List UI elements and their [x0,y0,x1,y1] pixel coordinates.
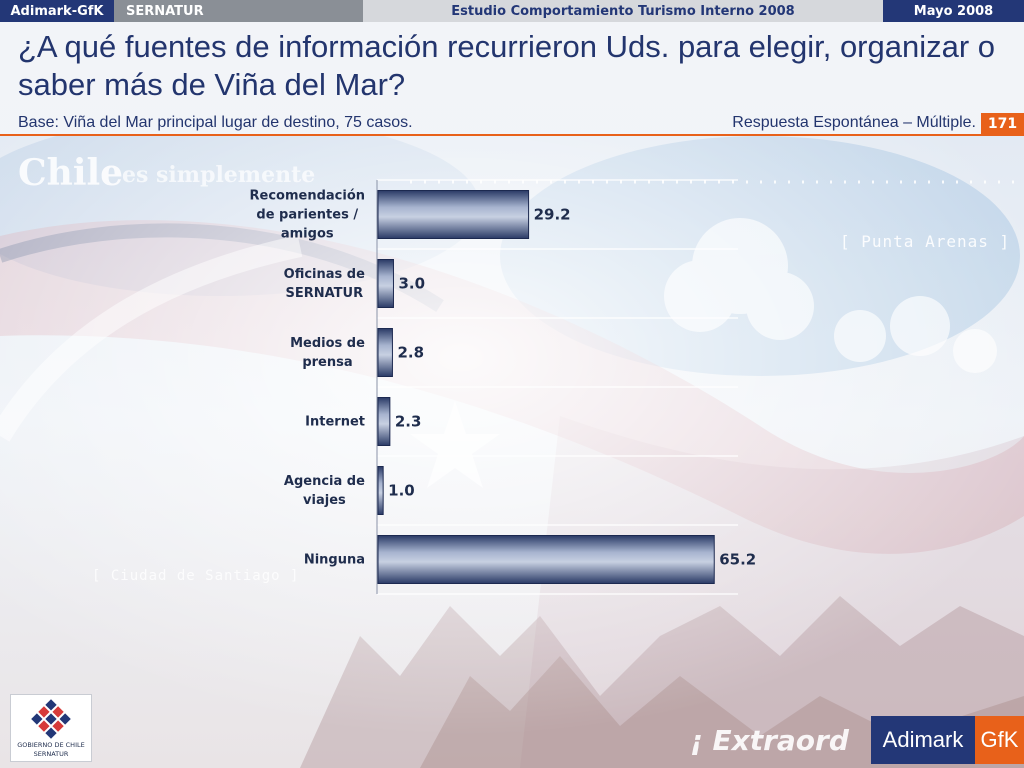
bg-slogan-chile: Chile [18,152,124,194]
category-label-line: Oficinas de [284,267,365,282]
sernatur-emblem-icon [31,699,71,739]
category-label: Oficinas de SERNATUR [284,267,365,301]
category-label-line: viajes [303,493,346,508]
category-label-line: Ninguna [304,553,365,568]
category-label-line: Agencia de [284,474,365,489]
bg-slogan-bottom: ¡ Extraord [690,724,849,757]
slide-title: ¿A qué fuentes de información recurriero… [18,29,996,102]
adimark-gfk-logo: Adimark GfK [871,716,1024,764]
bar [377,397,391,446]
value-label: 3.0 [398,275,425,293]
value-label: 29.2 [534,206,571,224]
bar [377,190,530,239]
category-label-line: de parientes / [256,208,358,223]
background-art: Chile es simplemente [ Punta Arenas ] [ … [0,136,1024,768]
bar [377,259,394,308]
date-label: Mayo 2008 [883,0,1024,22]
bar [377,535,715,584]
bg-place-santiago: [ Ciudad de Santiago ] [92,568,300,584]
category-label: Medios de prensa [290,336,365,370]
top-bar: Adimark-GfK SERNATUR Estudio Comportamie… [0,0,1024,22]
category-label: Ninguna [304,553,365,568]
bar [377,328,393,377]
study-label: Estudio Comportamiento Turismo Interno 2… [363,0,883,22]
category-label: Recomendación de parientes / amigos [249,189,365,242]
category-label-line: Internet [305,415,365,430]
category-label-line: SERNATUR [285,286,363,301]
gobierno-de-chile-logo: GOBIERNO DE CHILE SERNATUR [10,694,92,762]
gov-line-2: SERNATUR [33,750,69,758]
bar [377,466,384,515]
value-label: 65.2 [719,551,756,569]
header-divider [0,134,1024,136]
gov-line-1: GOBIERNO DE CHILE [17,741,85,749]
category-label: Internet [305,415,365,430]
bg-place-punta-arenas: [ Punta Arenas ] [840,232,1011,251]
base-note: Base: Viña del Mar principal lugar de de… [18,114,413,131]
value-label: 1.0 [388,482,415,500]
category-label-line: Medios de [290,336,365,351]
value-label: 2.8 [397,344,424,362]
client-label: SERNATUR [114,0,363,22]
page-number-badge: 171 [981,113,1024,134]
bg-slogan-rest: es simplemente [122,162,316,188]
response-type-note: Respuesta Espontánea – Múltiple. [732,114,976,131]
category-label-line: Recomendación [249,189,365,204]
gfk-logo-text: GfK [975,716,1024,764]
company-label: Adimark-GfK [0,0,114,22]
category-label: Agencia de viajes [284,474,365,508]
background-illustration [0,136,1024,768]
category-label-line: prensa [302,355,352,370]
adimark-logo-text: Adimark [871,716,975,764]
category-label-line: amigos [281,227,334,242]
value-label: 2.3 [395,413,422,431]
